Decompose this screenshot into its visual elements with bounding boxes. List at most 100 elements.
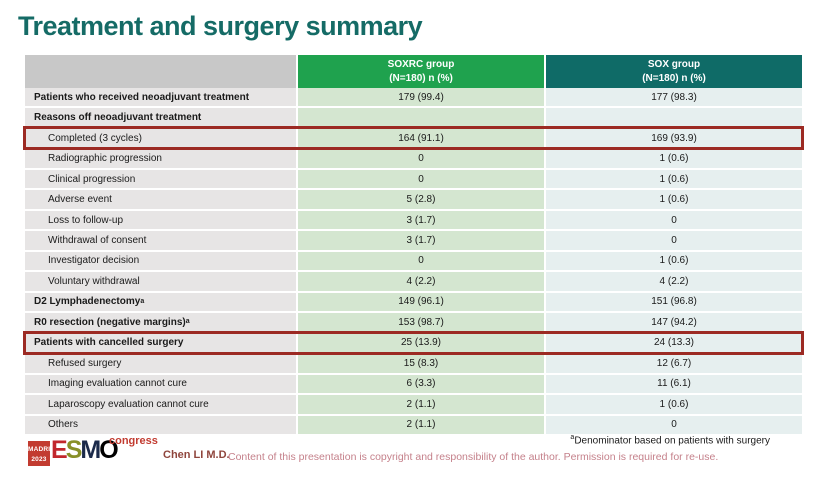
- footnote: aDenominator based on patients with surg…: [570, 434, 770, 446]
- row-label-cell: Radiographic progression: [25, 149, 298, 168]
- soxrc-group-n: (N=180) n (%): [389, 72, 453, 84]
- soxrc-value-cell: 2 (1.1): [298, 395, 546, 414]
- soxrc-value-cell: 4 (2.2): [298, 272, 546, 291]
- row-label: Withdrawal of consent: [48, 235, 147, 247]
- row-label-cell: Refused surgery: [25, 354, 298, 373]
- sox-value-cell: 151 (96.8): [546, 292, 802, 312]
- table-row: Investigator decision 0 1 (0.6): [25, 251, 802, 273]
- soxrc-group-name: SOXRC group: [387, 59, 455, 70]
- table-row: Patients who received neoadjuvant treatm…: [25, 88, 802, 109]
- esmo-letter-s: S: [65, 436, 83, 464]
- row-label-cell: Patients who received neoadjuvant treatm…: [25, 88, 298, 107]
- row-label: Patients with cancelled surgery: [34, 337, 184, 349]
- row-label: D2 Lymphadenectomy: [34, 296, 141, 308]
- row-label-cell: Voluntary withdrawal: [25, 272, 298, 291]
- row-label: Loss to follow-up: [48, 214, 124, 226]
- row-label-cell: Completed (3 cycles): [25, 128, 298, 148]
- row-label-cell: Patients with cancelled surgery: [25, 333, 298, 353]
- row-label: Clinical progression: [48, 173, 136, 185]
- soxrc-value-cell: 0: [298, 251, 546, 271]
- row-label: Investigator decision: [48, 255, 140, 267]
- sox-value-cell: 12 (6.7): [546, 354, 802, 373]
- sox-value-cell: [546, 108, 802, 127]
- table-row: Clinical progression 0 1 (0.6): [25, 169, 802, 191]
- summary-table: SOXRC group (N=180) n (%) SOX group (N=1…: [23, 55, 804, 434]
- table-row: Withdrawal of consent 3 (1.7) 0: [25, 231, 802, 252]
- row-label-cell: Investigator decision: [25, 251, 298, 271]
- sox-value-cell: 169 (93.9): [546, 128, 802, 148]
- table-row: Completed (3 cycles) 164 (91.1) 169 (93.…: [23, 125, 804, 151]
- soxrc-value-cell: 6 (3.3): [298, 374, 546, 394]
- row-label: Adverse event: [48, 194, 112, 206]
- esmo-congress-logo: MADRID 2023 ESMO congress: [28, 435, 163, 475]
- row-label: Radiographic progression: [48, 153, 162, 165]
- soxrc-value-cell: 2 (1.1): [298, 415, 546, 434]
- row-label-cell: Withdrawal of consent: [25, 231, 298, 250]
- row-label: Others: [48, 419, 79, 431]
- sox-value-cell: 4 (2.2): [546, 272, 802, 291]
- table-row: Adverse event 5 (2.8) 1 (0.6): [25, 190, 802, 211]
- table-row: Imaging evaluation cannot cure 6 (3.3) 1…: [25, 374, 802, 396]
- sox-value-cell: 1 (0.6): [546, 251, 802, 271]
- sox-group-name: SOX group: [647, 59, 701, 70]
- row-label-cell: R0 resection (negative margins) a: [25, 313, 298, 332]
- table-row: R0 resection (negative margins) a 153 (98…: [25, 313, 802, 334]
- soxrc-value-cell: 153 (98.7): [298, 313, 546, 332]
- soxrc-value-cell: 5 (2.8): [298, 190, 546, 209]
- row-label: Patients who received neoadjuvant treatm…: [34, 91, 250, 103]
- row-label-cell: Clinical progression: [25, 169, 298, 189]
- soxrc-value-cell: 164 (91.1): [298, 128, 546, 148]
- madrid-2023-badge: MADRID 2023: [28, 441, 56, 466]
- table-row: Others 2 (1.1) 0: [25, 415, 802, 434]
- row-label: Refused surgery: [48, 357, 122, 369]
- table-header-row: SOXRC group (N=180) n (%) SOX group (N=1…: [25, 55, 802, 88]
- row-label-cell: Laparoscopy evaluation cannot cure: [25, 395, 298, 414]
- soxrc-value-cell: 0: [298, 149, 546, 168]
- table-header-soxrc-group: SOXRC group (N=180) n (%): [298, 55, 546, 88]
- soxrc-value-cell: 25 (13.9): [298, 333, 546, 353]
- row-label: Reasons off neoadjuvant treatment: [34, 112, 202, 124]
- copyright-notice: Content of this presentation is copyrigh…: [228, 451, 719, 463]
- table-row: Voluntary withdrawal 4 (2.2) 4 (2.2): [25, 272, 802, 293]
- sox-value-cell: 1 (0.6): [546, 149, 802, 168]
- soxrc-value-cell: 0: [298, 169, 546, 189]
- madrid-badge-city: MADRID: [28, 446, 56, 453]
- sox-value-cell: 0: [546, 210, 802, 230]
- footnote-superscript: a: [570, 434, 575, 441]
- sox-value-cell: 1 (0.6): [546, 395, 802, 414]
- row-label-cell: Others: [25, 415, 298, 434]
- esmo-letter-o: O: [99, 436, 119, 464]
- row-label-cell: D2 Lymphadenectomy a: [25, 292, 298, 312]
- table-body: Patients who received neoadjuvant treatm…: [23, 88, 804, 434]
- author-name: Chen LI M.D.: [163, 449, 230, 461]
- sox-value-cell: 0: [546, 415, 802, 434]
- row-label: R0 resection (negative margins): [34, 316, 186, 328]
- sox-value-cell: 1 (0.6): [546, 190, 802, 209]
- footnote-text: Denominator based on patients with surge…: [574, 435, 770, 447]
- row-label-cell: Adverse event: [25, 190, 298, 209]
- sox-value-cell: 1 (0.6): [546, 169, 802, 189]
- esmo-letter-e: E: [51, 436, 68, 464]
- row-label: Voluntary withdrawal: [48, 275, 140, 287]
- row-label-cell: Imaging evaluation cannot cure: [25, 374, 298, 394]
- row-label: Laparoscopy evaluation cannot cure: [48, 398, 209, 410]
- row-label: Imaging evaluation cannot cure: [48, 378, 187, 390]
- table-row: Radiographic progression 0 1 (0.6): [25, 149, 802, 170]
- sox-value-cell: 147 (94.2): [546, 313, 802, 332]
- soxrc-value-cell: [298, 108, 546, 127]
- row-label-cell: Loss to follow-up: [25, 210, 298, 230]
- soxrc-value-cell: 15 (8.3): [298, 354, 546, 373]
- sox-group-n: (N=180) n (%): [642, 72, 706, 84]
- sox-value-cell: 0: [546, 231, 802, 250]
- sox-value-cell: 11 (6.1): [546, 374, 802, 394]
- soxrc-value-cell: 3 (1.7): [298, 231, 546, 250]
- page-title: Treatment and surgery summary: [18, 11, 423, 41]
- table-row: Reasons off neoadjuvant treatment: [25, 108, 802, 129]
- esmo-letter-m: M: [80, 436, 101, 464]
- madrid-badge-year: 2023: [31, 456, 47, 464]
- table-header-sox-group: SOX group (N=180) n (%): [546, 55, 802, 88]
- soxrc-value-cell: 3 (1.7): [298, 210, 546, 230]
- soxrc-value-cell: 149 (96.1): [298, 292, 546, 312]
- esmo-wordmark: ESMO: [51, 436, 119, 464]
- table-row: D2 Lymphadenectomy a 149 (96.1) 151 (96.8…: [25, 292, 802, 314]
